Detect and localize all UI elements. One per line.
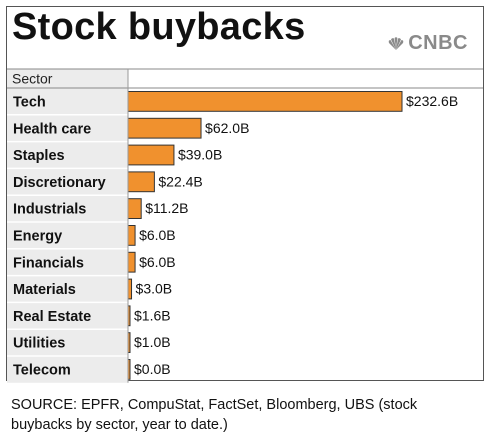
bar — [127, 251, 136, 273]
bar — [127, 198, 142, 219]
value-label: $1.6B — [134, 307, 171, 323]
brand-text: CNBC — [408, 32, 468, 54]
category-label: Industrials — [13, 202, 86, 218]
category-label: Discretionary — [13, 175, 106, 191]
value-label: $0.0B — [134, 361, 171, 377]
category-label: Energy — [13, 229, 62, 245]
value-label: $6.0B — [139, 254, 176, 270]
source-note: SOURCE: EPFR, CompuStat, FactSet, Bloomb… — [11, 397, 418, 433]
category-label: Telecom — [13, 363, 71, 379]
value-label: $3.0B — [136, 281, 173, 297]
category-label: Health care — [13, 121, 91, 137]
bar — [127, 278, 133, 300]
cnbc-logo: CNBC — [387, 32, 468, 55]
category-label: Utilities — [13, 336, 65, 352]
category-label: Staples — [13, 148, 65, 164]
category-label: Financials — [13, 255, 84, 271]
chart-title: Stock buybacks — [12, 6, 306, 48]
value-label: $11.2B — [145, 200, 188, 216]
value-label: $1.0B — [134, 334, 171, 350]
category-label: Real Estate — [13, 309, 91, 325]
value-label: $232.6B — [406, 93, 458, 109]
category-label: Materials — [13, 282, 76, 298]
bar — [127, 91, 403, 112]
label-column-background — [7, 69, 128, 383]
bar — [127, 117, 202, 139]
column-header-sector: Sector — [12, 71, 53, 87]
category-label: Tech — [13, 95, 46, 111]
bar — [127, 144, 175, 166]
peacock-icon — [388, 36, 404, 50]
value-label: $22.4B — [158, 173, 202, 189]
value-label: $6.0B — [139, 227, 176, 243]
value-label: $62.0B — [205, 120, 249, 136]
value-label: $39.0B — [178, 147, 222, 163]
bar — [127, 171, 155, 193]
bar — [127, 225, 136, 246]
